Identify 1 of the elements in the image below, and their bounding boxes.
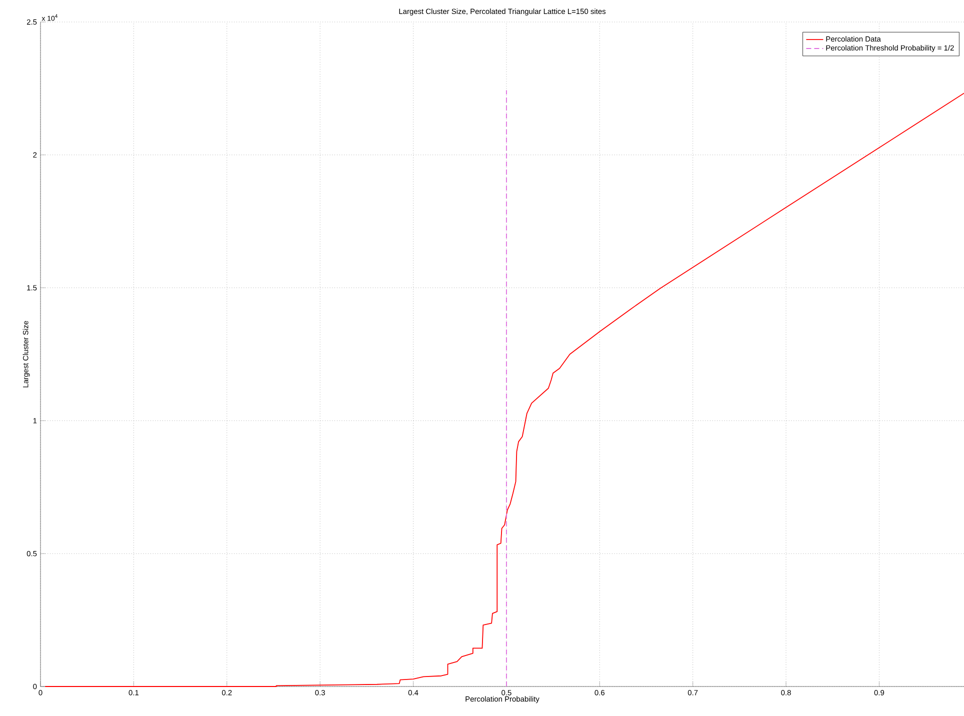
line-series <box>44 92 964 687</box>
